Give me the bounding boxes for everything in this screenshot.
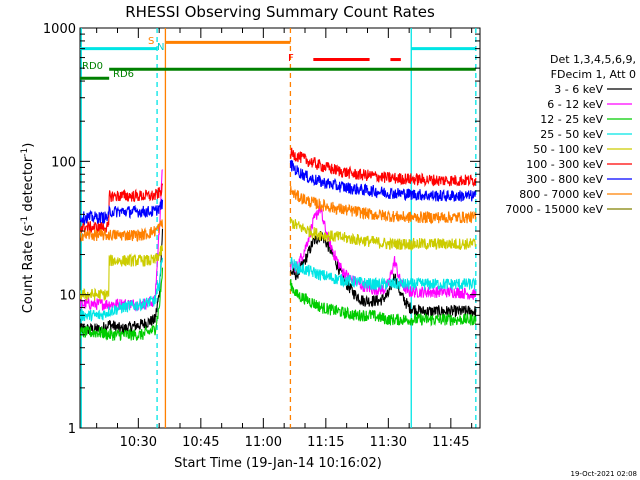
legend: Det 1,3,4,5,6,9, FDecim 1, Att 0 3 - 6 k… [505,53,636,216]
y-tick-label: 100 [51,155,76,170]
flag-bars [80,40,476,80]
x-tick-label: 11:00 [245,435,282,450]
plot-frame [79,27,481,429]
series-line-7-1 [289,186,477,225]
x-axis-label: Start Time (19-Jan-14 10:16:02) [174,456,382,471]
timestamp-footer: 19-Oct-2021 02:08 [571,470,637,478]
legend-label-4: 50 - 100 keV [533,143,603,156]
y-axis: 1 10 100 1000 [43,22,480,437]
series-line-1-1 [289,202,477,301]
legend-label-8: 7000 - 15000 keV [505,203,603,216]
y-tick-label: 1000 [43,22,76,37]
legend-label-1: 6 - 12 keV [547,98,603,111]
legend-label-2: 12 - 25 keV [540,113,603,126]
flag-label-rd6: RD6 [113,69,134,80]
series-line-0-1 [289,231,477,318]
x-tick-label: 10:45 [182,435,219,450]
flag-label-f: F [288,53,294,64]
series-group [80,147,477,341]
y-tick-label: 10 [59,289,76,304]
y-tick-label: 1 [68,422,76,437]
chart-title: RHESSI Observing Summary Count Rates [125,3,435,21]
legend-label-0: 3 - 6 keV [554,83,603,96]
flag-label-rd0: RD0 [82,61,103,72]
series-line-2-0 [80,267,164,341]
series-line-7-0 [80,219,164,243]
flag-label-s: S [148,36,154,47]
series-line-6-1 [289,159,477,202]
x-tick-label: 10:30 [120,435,157,450]
x-tick-label: 11:30 [370,435,407,450]
x-tick-label: 11:45 [432,435,469,450]
legend-header-fdecim: FDecim 1, Att 0 [551,68,636,81]
legend-label-6: 300 - 800 keV [526,173,603,186]
legend-label-5: 100 - 300 keV [526,158,603,171]
series-line-6-0 [80,198,164,226]
legend-label-3: 25 - 50 keV [540,128,603,141]
x-tick-label: 11:15 [307,435,344,450]
series-line-4-1 [289,218,477,252]
series-line-3-0 [80,257,164,322]
series-line-3-1 [290,256,477,291]
series-line-5-0 [80,183,164,234]
x-axis: 10:30 10:45 11:00 11:15 11:30 11:45 [96,28,473,450]
series-line-4-0 [80,244,164,302]
legend-header-det: Det 1,3,4,5,6,9, [550,53,636,66]
series-line-5-1 [289,147,477,188]
legend-label-7: 800 - 7000 keV [519,188,603,201]
series-line-2-1 [289,278,477,327]
vertical-markers [80,28,477,428]
y-axis-label: Count Rate (s-1 detector-1) [20,143,36,314]
flag-label-n: N [157,42,164,53]
